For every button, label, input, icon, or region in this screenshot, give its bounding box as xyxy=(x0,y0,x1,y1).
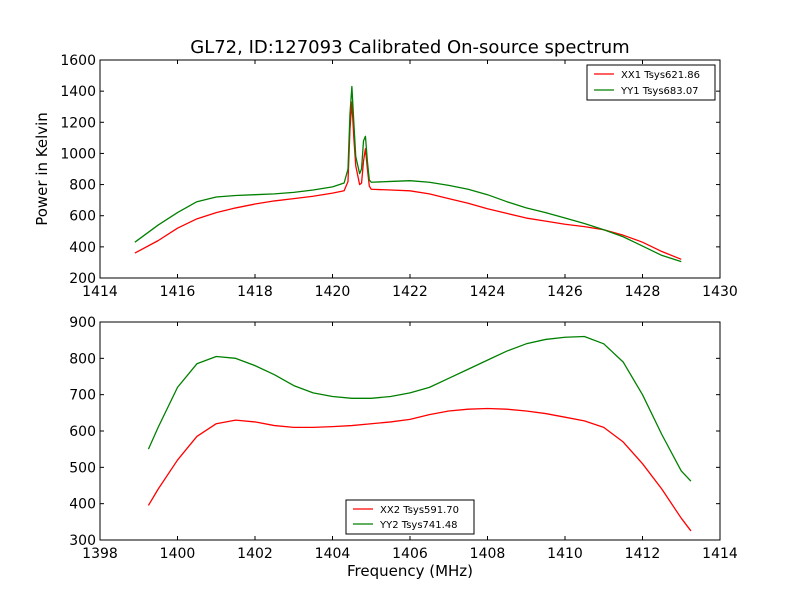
top-y-tick-label: 200 xyxy=(69,271,96,287)
bottom-legend-box xyxy=(345,499,475,535)
bottom-x-tick-label: 1412 xyxy=(625,546,661,562)
bottom-x-tick-label: 1408 xyxy=(470,546,506,562)
bottom-y-tick-label: 300 xyxy=(69,533,96,549)
bottom-x-tick-label: 1404 xyxy=(315,546,351,562)
bottom-legend: XX2 Tsys591.70 YY2 Tsys741.48 xyxy=(345,499,475,535)
top-legend-box xyxy=(586,64,716,101)
top-legend-label-yy1: YY1 Tsys683.07 xyxy=(620,86,699,97)
top-legend-label-xx1: XX1 Tsys621.86 xyxy=(621,70,700,81)
bottom-y-tick-label: 700 xyxy=(69,388,96,404)
top-spectrum-panel: 1414 1416 1418 1420 1422 1424 1426 1428 1430 200 4… xyxy=(33,53,738,300)
top-series-line-yy xyxy=(134,85,682,263)
bottom-y-tick-label: 800 xyxy=(69,351,96,367)
bottom-spectrum-panel: 1398 1400 1402 1404 1406 1408 1410 1412 1414 300 4… xyxy=(69,315,738,580)
top-x-tick-label: 1420 xyxy=(315,284,351,300)
bottom-series-line-yy xyxy=(147,335,692,482)
top-y-tick-label: 1200 xyxy=(60,115,96,131)
top-x-tick-label: 1430 xyxy=(702,284,738,300)
top-x-tick-label: 1418 xyxy=(237,284,273,300)
top-y-tick-label: 400 xyxy=(69,240,96,256)
top-y-tick-label: 1000 xyxy=(60,146,96,162)
bottom-y-tick-label: 900 xyxy=(69,315,96,331)
top-tick-group: 1414 1416 1418 1420 1422 1424 1426 1428 1430 200 4… xyxy=(60,53,737,300)
top-x-tick-label: 1428 xyxy=(625,284,661,300)
bottom-plot-frame xyxy=(99,321,721,541)
bottom-x-tick-label: 1400 xyxy=(160,546,196,562)
bottom-y-tick-label: 500 xyxy=(69,460,96,476)
bottom-tick-group: 1398 1400 1402 1404 1406 1408 1410 1412 1414 300 4… xyxy=(69,315,738,562)
bottom-x-tick-label: 1406 xyxy=(392,546,428,562)
top-y-tick-label: 1600 xyxy=(60,53,96,69)
top-x-tick-label: 1426 xyxy=(547,284,583,300)
top-series-line-xx xyxy=(134,101,682,260)
top-x-tick-label: 1424 xyxy=(470,284,506,300)
top-x-tick-label: 1422 xyxy=(392,284,428,300)
bottom-x-tick-label: 1398 xyxy=(82,546,118,562)
top-x-tick-label: 1416 xyxy=(160,284,196,300)
bottom-y-tick-label: 400 xyxy=(69,497,96,513)
bottom-x-tick-label: 1410 xyxy=(547,546,583,562)
bottom-series-line-xx xyxy=(147,407,692,532)
top-legend: XX1 Tsys621.86 YY1 Tsys683.07 xyxy=(586,64,716,101)
top-y-axis-label: Power in Kelvin xyxy=(33,112,51,226)
bottom-series-group xyxy=(147,335,692,532)
bottom-legend-label-yy2: YY2 Tsys741.48 xyxy=(379,520,458,531)
bottom-x-axis-label: Frequency (MHz) xyxy=(347,562,473,580)
top-y-tick-label: 600 xyxy=(69,209,96,225)
top-plot-frame xyxy=(99,59,721,279)
top-series-group xyxy=(134,85,682,263)
bottom-x-tick-label: 1402 xyxy=(237,546,273,562)
bottom-y-tick-label: 600 xyxy=(69,424,96,440)
top-y-tick-label: 800 xyxy=(69,178,96,194)
figure-title: GL72, ID:127093 Calibrated On-source spe… xyxy=(190,37,629,58)
top-x-tick-label: 1414 xyxy=(82,284,118,300)
top-y-tick-label: 1400 xyxy=(60,84,96,100)
bottom-legend-label-xx2: XX2 Tsys591.70 xyxy=(380,505,459,516)
bottom-x-tick-label: 1414 xyxy=(702,546,738,562)
